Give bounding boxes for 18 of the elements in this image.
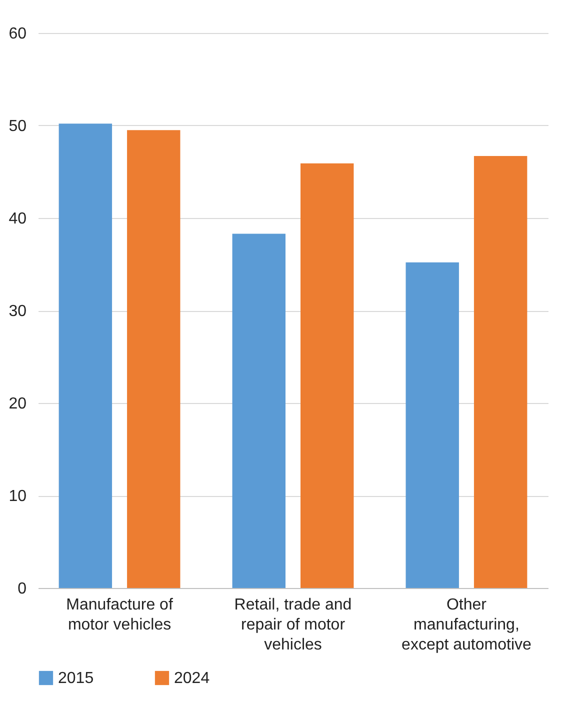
bar bbox=[300, 163, 354, 588]
legend-label: 2024 bbox=[174, 670, 210, 687]
legend-label: 2015 bbox=[58, 670, 94, 687]
bar bbox=[406, 262, 459, 588]
bar bbox=[474, 156, 528, 588]
bar bbox=[58, 124, 112, 588]
y-tick-label: 40 bbox=[8, 210, 27, 228]
y-tick-label: 60 bbox=[8, 26, 27, 42]
y-tick-label: 20 bbox=[8, 396, 27, 412]
y-tick-label: 0 bbox=[18, 580, 27, 598]
y-tick-label: 10 bbox=[8, 488, 27, 505]
x-tick-label: Other manufacturing, except automotive bbox=[402, 596, 532, 654]
y-tick-label: 30 bbox=[8, 303, 27, 320]
y-tick-label: 50 bbox=[8, 118, 27, 135]
x-tick-label: Manufacture of motor vehicles bbox=[66, 596, 174, 634]
x-tick-label: Retail, trade and repair of motor vehicles bbox=[234, 596, 352, 654]
bar bbox=[232, 234, 286, 588]
bar bbox=[127, 130, 180, 588]
